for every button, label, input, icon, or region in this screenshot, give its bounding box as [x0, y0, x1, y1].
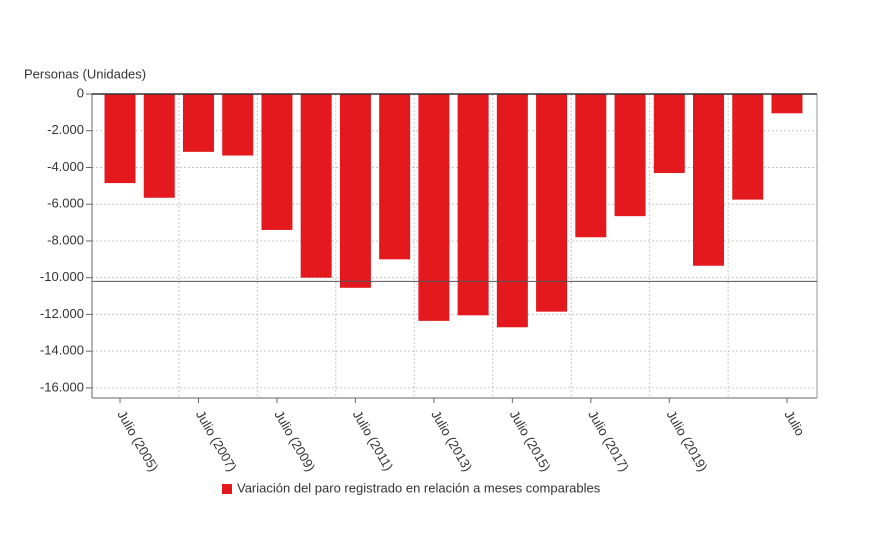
- x-tick-label: Julio (2015): [507, 408, 554, 474]
- bar: [261, 94, 293, 230]
- y-tick-label: -8.000: [47, 232, 84, 247]
- bar: [104, 94, 136, 184]
- bar: [693, 94, 725, 266]
- bar: [300, 94, 332, 278]
- bar: [496, 94, 528, 328]
- bar: [222, 94, 254, 156]
- bar: [418, 94, 450, 321]
- y-tick-label: -14.000: [40, 343, 84, 358]
- x-tick-label: Julio (2007): [193, 408, 240, 474]
- y-tick-label: -4.000: [47, 159, 84, 174]
- bar: [536, 94, 568, 312]
- legend-label: Variación del paro registrado en relació…: [237, 480, 601, 495]
- bar: [339, 94, 371, 288]
- x-tick-label: Julio (2013): [428, 408, 475, 474]
- x-tick-label: Julio: [781, 408, 807, 439]
- y-tick-label: -6.000: [47, 196, 84, 211]
- bar: [732, 94, 764, 200]
- bar: [143, 94, 175, 198]
- y-tick-label: -2.000: [47, 122, 84, 137]
- y-tick-label: -10.000: [40, 269, 84, 284]
- bar: [653, 94, 685, 173]
- x-tick-label: Julio (2017): [585, 408, 632, 474]
- bar: [771, 94, 803, 114]
- y-axis-title: Personas (Unidades): [24, 66, 146, 81]
- bar: [614, 94, 646, 217]
- bar: [457, 94, 489, 316]
- x-tick-label: Julio (2009): [271, 408, 318, 474]
- y-tick-label: -16.000: [40, 379, 84, 394]
- y-tick-label: -12.000: [40, 306, 84, 321]
- legend-swatch: [222, 484, 232, 494]
- x-tick-label: Julio (2019): [664, 408, 711, 474]
- bar: [575, 94, 607, 238]
- y-tick-label: 0: [77, 85, 84, 100]
- bar: [379, 94, 411, 260]
- bar: [182, 94, 214, 152]
- x-tick-label: Julio (2005): [114, 408, 161, 474]
- x-tick-label: Julio (2011): [350, 408, 396, 473]
